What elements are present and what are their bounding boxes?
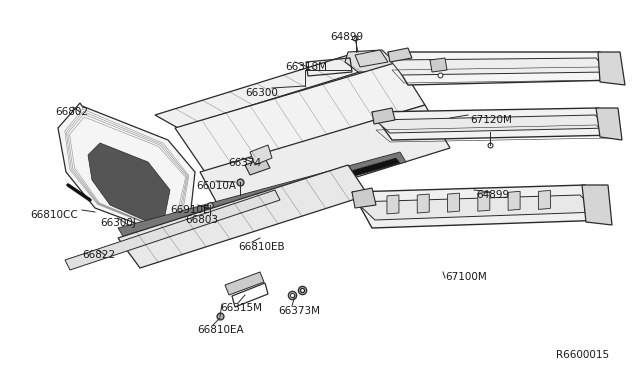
Polygon shape: [508, 191, 520, 210]
Text: 66300: 66300: [245, 88, 278, 98]
Text: 66010A: 66010A: [196, 181, 236, 191]
Text: 66910E: 66910E: [170, 205, 209, 215]
Text: 66300J: 66300J: [100, 218, 136, 228]
Polygon shape: [118, 165, 368, 268]
Polygon shape: [175, 62, 425, 172]
Text: 67100M: 67100M: [445, 272, 487, 282]
Text: 66810EB: 66810EB: [238, 242, 285, 252]
Polygon shape: [155, 52, 382, 128]
Polygon shape: [372, 108, 395, 124]
Text: 66810CC: 66810CC: [30, 210, 77, 220]
Polygon shape: [388, 52, 620, 85]
Polygon shape: [447, 193, 460, 212]
Polygon shape: [390, 58, 608, 75]
Polygon shape: [598, 52, 625, 85]
Polygon shape: [372, 108, 618, 140]
Text: R6600015: R6600015: [556, 350, 609, 360]
Polygon shape: [65, 190, 280, 270]
Polygon shape: [200, 105, 450, 218]
Polygon shape: [538, 190, 550, 209]
Text: 64899: 64899: [330, 32, 363, 42]
Polygon shape: [478, 192, 490, 211]
Polygon shape: [356, 195, 598, 220]
Polygon shape: [225, 272, 264, 295]
Polygon shape: [596, 108, 622, 140]
Text: 66374: 66374: [228, 158, 261, 168]
Text: 66822: 66822: [82, 250, 115, 260]
Polygon shape: [250, 145, 272, 165]
Text: 67120M: 67120M: [470, 115, 512, 125]
Text: 66315M: 66315M: [220, 303, 262, 313]
Text: 66802: 66802: [55, 107, 88, 117]
Text: 64899: 64899: [476, 190, 509, 200]
Text: 66318M: 66318M: [285, 62, 327, 72]
Polygon shape: [388, 48, 412, 62]
Polygon shape: [352, 185, 608, 228]
Polygon shape: [58, 103, 195, 238]
Polygon shape: [130, 158, 400, 239]
Polygon shape: [582, 185, 612, 225]
Polygon shape: [375, 115, 610, 133]
Polygon shape: [88, 143, 170, 225]
Text: 66803: 66803: [185, 215, 218, 225]
Polygon shape: [355, 50, 388, 67]
Polygon shape: [387, 195, 399, 214]
Text: 66810EA: 66810EA: [197, 325, 244, 335]
Polygon shape: [352, 188, 376, 208]
Polygon shape: [417, 194, 429, 213]
Polygon shape: [118, 152, 406, 238]
Polygon shape: [345, 50, 395, 72]
Polygon shape: [430, 58, 447, 72]
Polygon shape: [245, 158, 270, 175]
Text: 66373M: 66373M: [278, 306, 320, 316]
